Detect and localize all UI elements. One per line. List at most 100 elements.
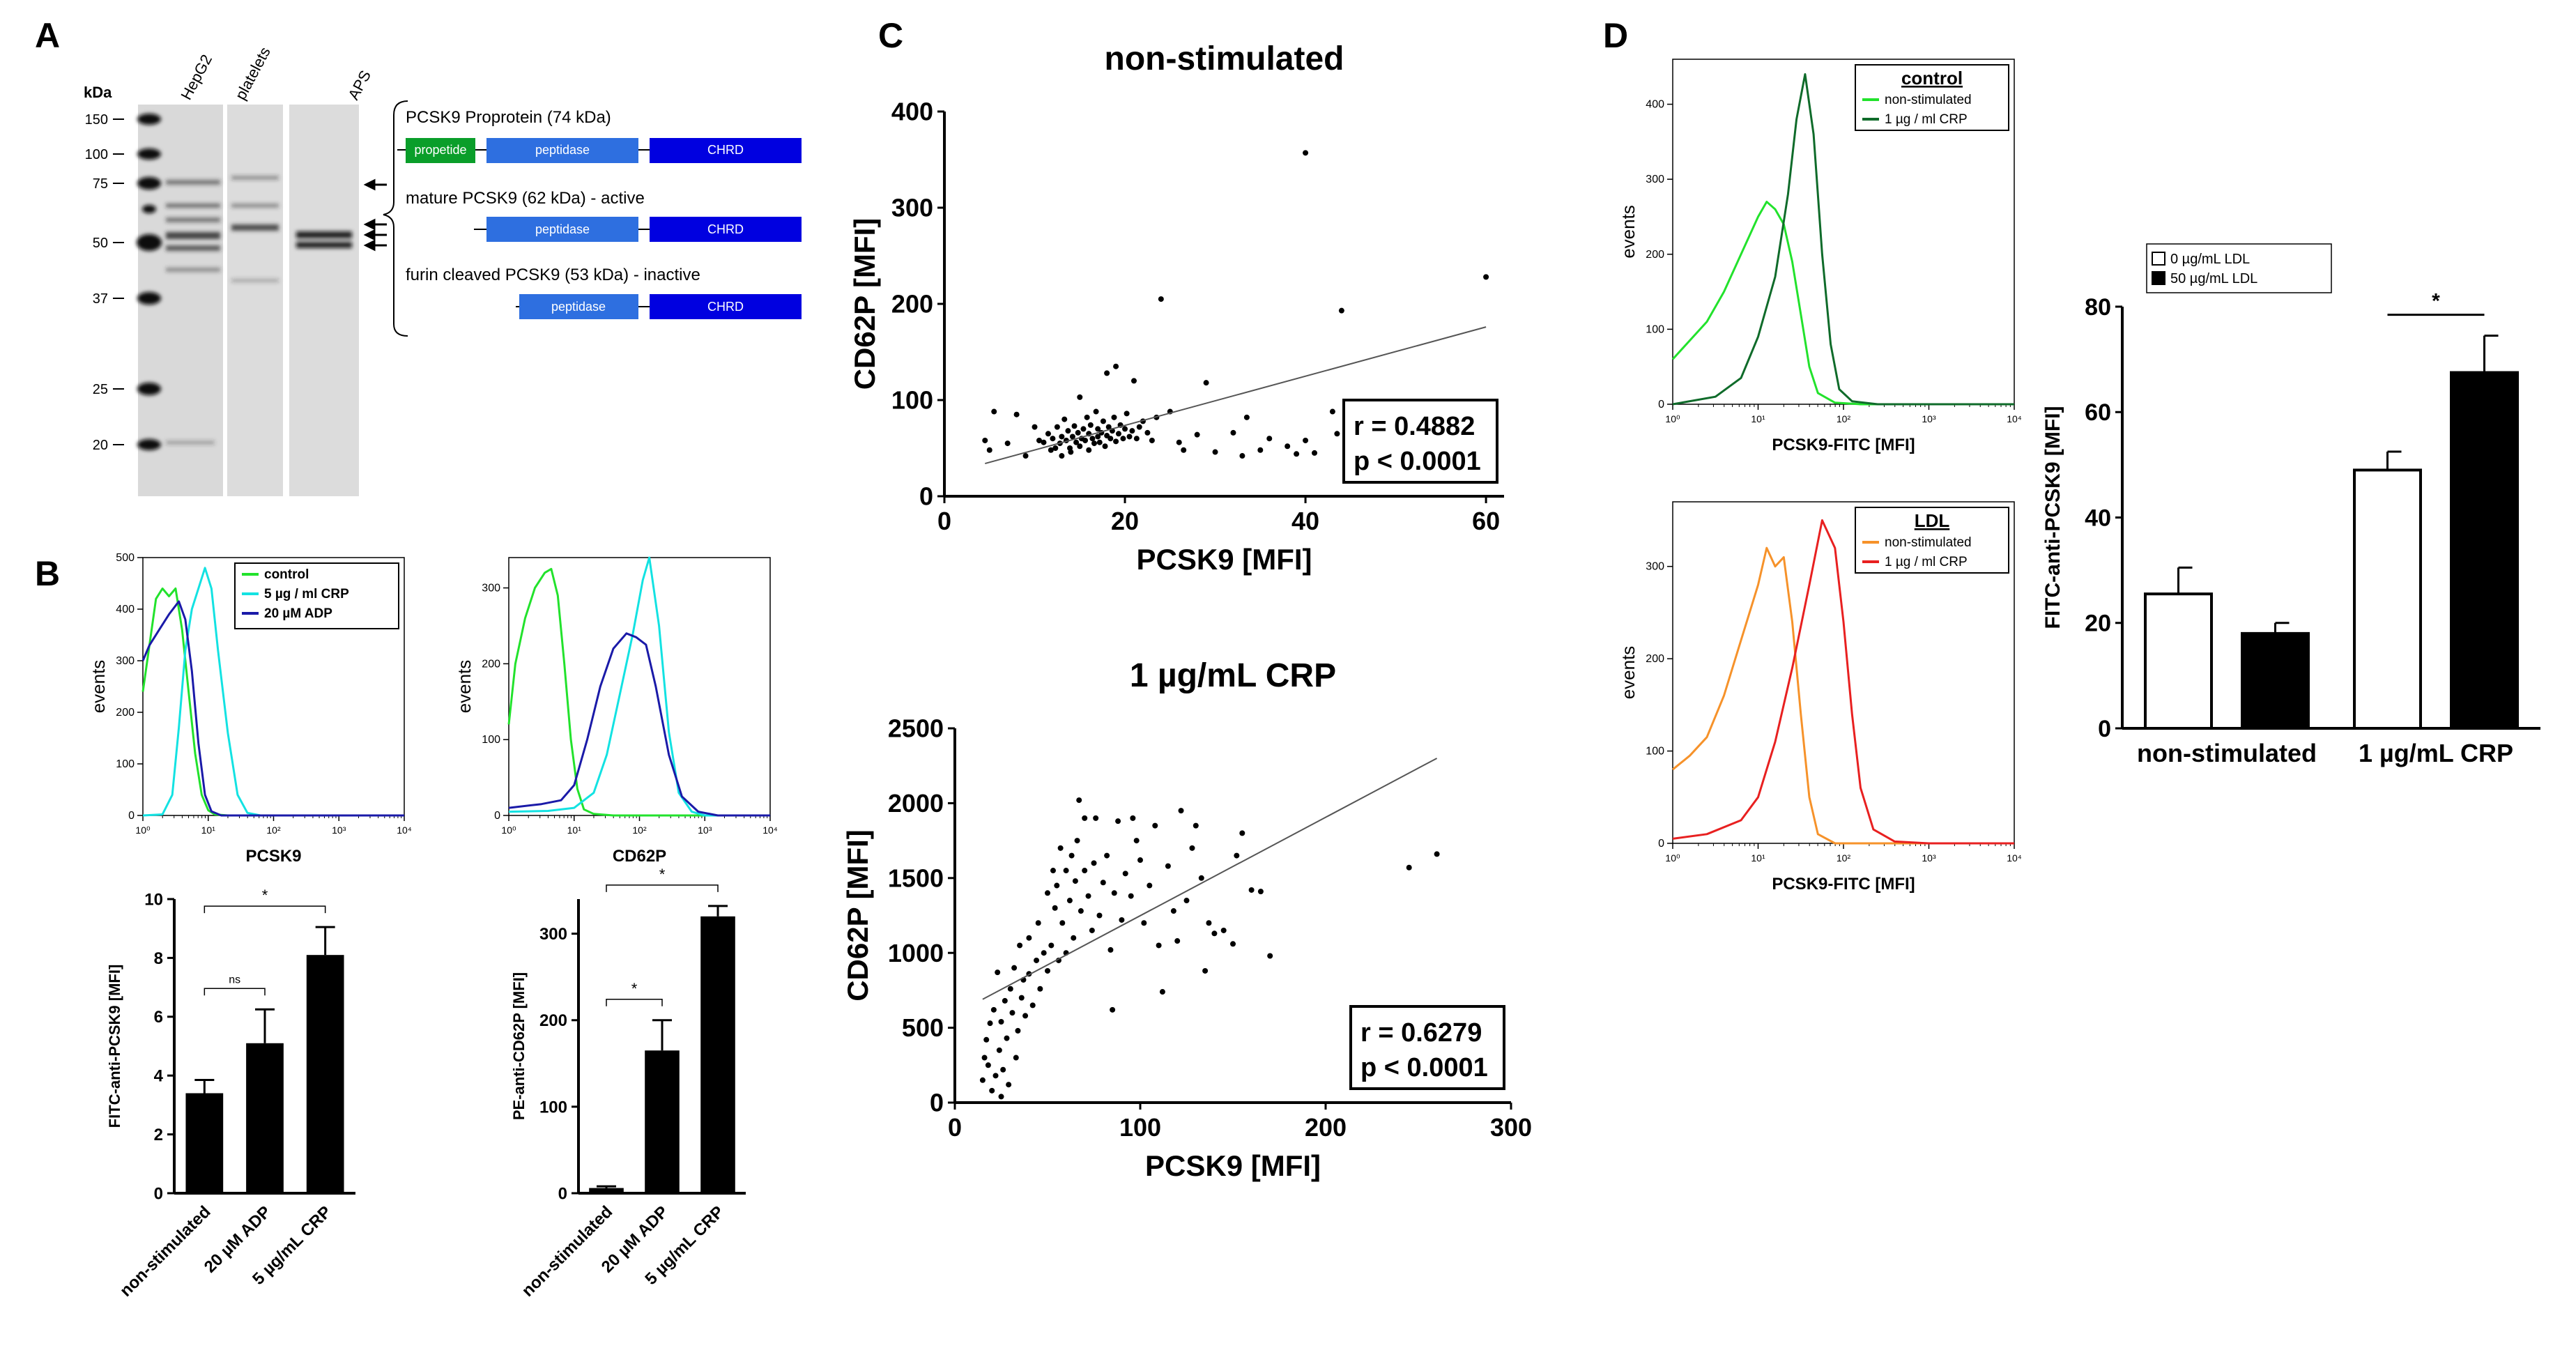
x-tick-label: 10⁴ bbox=[762, 825, 778, 836]
y-tick-label: 200 bbox=[891, 290, 933, 319]
scatter-point bbox=[1013, 411, 1020, 417]
y-tick-label: 0 bbox=[558, 1184, 567, 1203]
scatter-point bbox=[1052, 445, 1059, 451]
legend-box bbox=[2146, 243, 2332, 293]
scatter-point bbox=[1084, 414, 1090, 420]
scatter-point bbox=[1115, 818, 1121, 825]
scatter-point bbox=[1018, 995, 1025, 1001]
scatter-point bbox=[1089, 927, 1095, 933]
y-axis-label: events bbox=[88, 660, 109, 714]
scatter-point bbox=[1072, 878, 1078, 884]
panel-label-c: C bbox=[878, 16, 903, 55]
x-tick-label: 300 bbox=[1490, 1113, 1532, 1142]
scatter-point bbox=[1080, 426, 1087, 432]
scatter-point bbox=[1006, 1082, 1012, 1088]
brace bbox=[383, 100, 408, 337]
y-tick-label: 200 bbox=[1646, 249, 1664, 261]
scatter-point bbox=[1071, 935, 1077, 941]
legend: control 5 µg / ml CRP 20 µM ADP bbox=[234, 562, 399, 629]
y-tick-label: 400 bbox=[116, 604, 135, 615]
regression-line bbox=[985, 326, 1487, 465]
scatter-point bbox=[1115, 431, 1121, 437]
lane-label-hepg2: HepG2 bbox=[177, 52, 215, 102]
domain-peptidase-3 bbox=[519, 294, 638, 319]
y-axis-label: events bbox=[454, 660, 475, 714]
domain-chrd-2 bbox=[650, 217, 802, 242]
scatter-point bbox=[979, 1077, 986, 1083]
histogram-curve-5-g-ml-crp bbox=[508, 556, 770, 817]
x-category-label: non-stimulated bbox=[519, 1202, 617, 1301]
y-tick-label: 100 bbox=[539, 1098, 567, 1117]
scatter-point bbox=[1078, 908, 1084, 914]
significance-label: ns bbox=[229, 974, 240, 986]
chart-title: non-stimulated bbox=[1105, 40, 1344, 77]
scatter-point bbox=[1022, 1013, 1029, 1019]
x-tick-label: 10⁰ bbox=[1665, 852, 1680, 864]
correlation-r: r = 0.6279 bbox=[1360, 1018, 1482, 1048]
scatter-point bbox=[1104, 852, 1110, 859]
bar-1 bbox=[246, 1043, 284, 1193]
x-tick-label: 10⁰ bbox=[1665, 413, 1680, 424]
legend-label: 1 µg / ml CRP bbox=[1885, 112, 1968, 127]
domain-label-peptidase-3: peptidase bbox=[551, 300, 606, 314]
scatter-point bbox=[1050, 436, 1056, 442]
legend-box bbox=[1855, 507, 2009, 574]
y-axis-label: FITC-anti-PCSK9 [MFI] bbox=[106, 965, 123, 1128]
legend-label: non-stimulated bbox=[1885, 93, 1972, 107]
scatter-point bbox=[1267, 953, 1273, 959]
y-tick-label: 2 bbox=[154, 1126, 163, 1144]
legend-label: 20 µM ADP bbox=[264, 606, 332, 621]
domain-chrd-3 bbox=[650, 294, 802, 319]
lane-label-aps: APS bbox=[344, 68, 374, 103]
scatter-point bbox=[1013, 1055, 1019, 1061]
scatter-point bbox=[1434, 851, 1440, 857]
scatter-point bbox=[1133, 436, 1140, 442]
correlation-r: r = 0.4882 bbox=[1354, 412, 1475, 441]
y-tick-label: 0 bbox=[154, 1184, 163, 1203]
scatter-point bbox=[1181, 447, 1187, 453]
histogram-ldl: 0 100 200 300 10⁰ 10¹ 10² 10³ 10⁴ PCSK9-FITC [MFI… bbox=[1618, 501, 2022, 894]
scatter-point bbox=[1061, 416, 1068, 422]
y-tick-label: 0 bbox=[930, 1089, 944, 1117]
scatter-point bbox=[1312, 450, 1318, 456]
scatter-point bbox=[1037, 986, 1043, 992]
legend-label: 50 µg/mL LDL bbox=[2170, 271, 2257, 286]
scatter-point bbox=[1041, 439, 1047, 445]
scatter-point bbox=[1122, 426, 1128, 432]
scatter-point bbox=[1032, 424, 1038, 430]
blot-membrane-3 bbox=[289, 105, 359, 496]
western-blot bbox=[137, 105, 359, 496]
domain-label-chrd-2: CHRD bbox=[707, 222, 744, 236]
scatter-point bbox=[1105, 424, 1112, 430]
panel-label-b: B bbox=[35, 554, 60, 593]
chart-title: 1 µg/mL CRP bbox=[1130, 657, 1336, 694]
stats-box bbox=[1349, 1005, 1505, 1090]
x-tick-label: 10⁰ bbox=[135, 825, 151, 836]
form-title-proprotein: PCSK9 Proprotein (74 kDa) bbox=[406, 108, 611, 127]
scatter-point bbox=[1111, 414, 1117, 420]
x-tick-label: 10³ bbox=[698, 825, 712, 836]
scatter-point bbox=[1002, 997, 1008, 1004]
x-tick-label: 200 bbox=[1305, 1113, 1347, 1142]
x-tick-label: 10⁴ bbox=[2007, 852, 2022, 864]
histogram-cd62p: 0 100 200 300 10⁰ 10¹ 10² 10³ 10⁴ CD62P events bbox=[454, 556, 778, 866]
scatter-point bbox=[1100, 880, 1106, 886]
marker-50: 50 bbox=[93, 236, 108, 251]
scatter-point bbox=[1093, 408, 1099, 415]
scatter-point bbox=[1122, 871, 1128, 877]
y-tick-label: 300 bbox=[1646, 174, 1664, 185]
scatter-point bbox=[1334, 431, 1340, 437]
scatter-point bbox=[1045, 967, 1050, 974]
scatter-point bbox=[1194, 431, 1200, 438]
scatter-point bbox=[1068, 449, 1074, 455]
scatter-point bbox=[1113, 438, 1119, 445]
scatter-point bbox=[1036, 437, 1042, 443]
scatter-point bbox=[1029, 1002, 1036, 1009]
scatter-point bbox=[1057, 845, 1064, 851]
scatter-point bbox=[1147, 882, 1153, 889]
y-tick-label: 100 bbox=[482, 734, 500, 746]
scatter-point bbox=[1124, 411, 1130, 417]
significance-bracket bbox=[204, 988, 266, 996]
scatter-point bbox=[1054, 424, 1060, 430]
scatter-point bbox=[1183, 898, 1190, 904]
